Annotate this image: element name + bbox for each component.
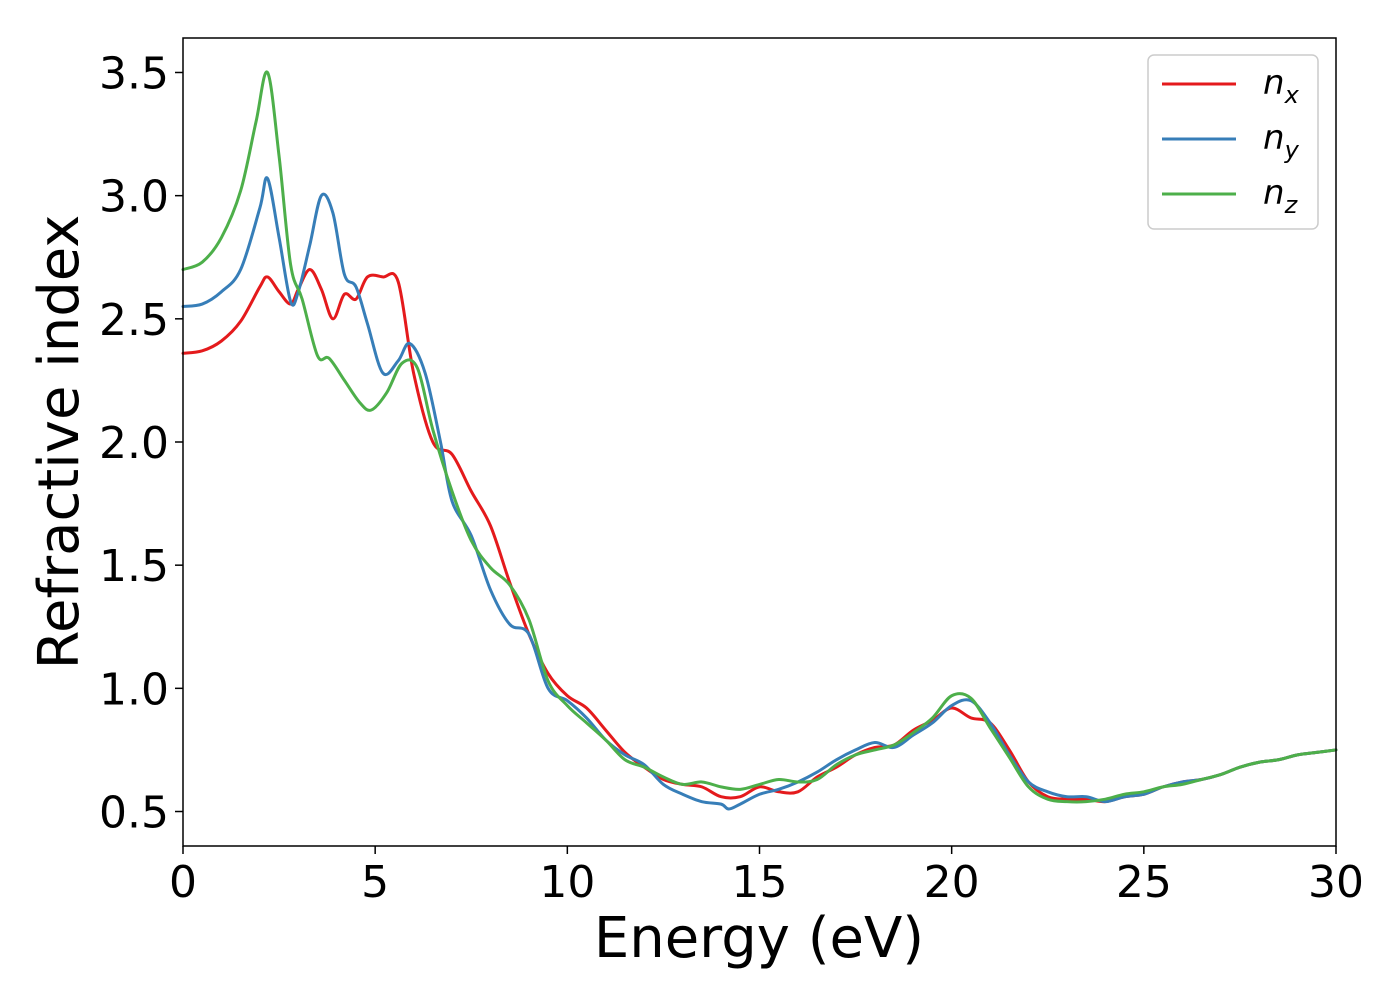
x-tick-label: 20 xyxy=(924,857,980,908)
x-axis-label: Energy (eV) xyxy=(594,906,924,971)
x-axis-ticks: 0 5 10 15 20 25 30 xyxy=(169,846,1364,908)
series-line-ny xyxy=(181,176,1338,811)
series-layer xyxy=(181,70,1338,811)
y-tick-label: 0.5 xyxy=(99,788,169,839)
y-tick-label: 2.0 xyxy=(99,418,169,469)
y-axis-label: Refractive index xyxy=(27,215,92,670)
x-tick-label: 30 xyxy=(1308,857,1364,908)
x-tick-label: 15 xyxy=(732,857,788,908)
series-line-nz xyxy=(181,70,1338,804)
y-tick-label: 3.5 xyxy=(99,48,169,99)
y-tick-label: 3.0 xyxy=(99,172,169,223)
x-tick-label: 10 xyxy=(539,857,595,908)
x-tick-label: 5 xyxy=(361,857,389,908)
y-axis-ticks: 0.5 1.0 1.5 2.0 2.5 3.0 3.5 xyxy=(99,48,183,839)
legend-box xyxy=(1147,54,1319,230)
y-tick-label: 1.5 xyxy=(99,541,169,592)
x-tick-label: 0 xyxy=(169,857,197,908)
y-tick-label: 2.5 xyxy=(99,295,169,346)
x-tick-label: 25 xyxy=(1116,857,1172,908)
y-tick-label: 1.0 xyxy=(99,664,169,715)
